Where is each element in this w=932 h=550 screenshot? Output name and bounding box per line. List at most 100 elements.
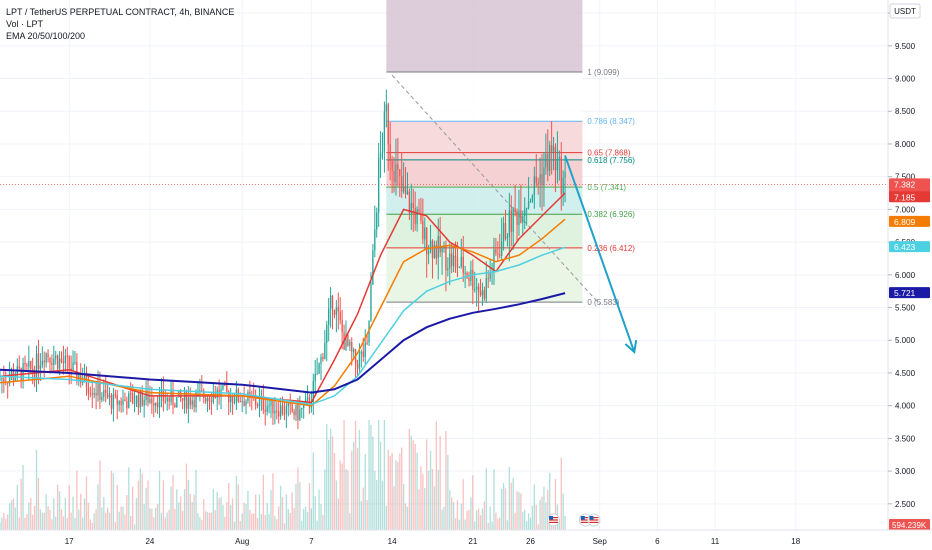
ema-indicator-label[interactable]: EMA 20/50/100/200 <box>6 31 86 41</box>
candle-body <box>541 174 543 186</box>
fib-zone <box>386 214 583 248</box>
volume-bar <box>287 509 289 530</box>
candle-body <box>130 393 132 395</box>
us-flag-event-icon[interactable] <box>587 513 601 527</box>
volume-bar <box>116 484 118 530</box>
volume-bar <box>341 463 343 530</box>
candle-body <box>70 368 72 371</box>
volume-bar <box>356 448 359 530</box>
candle-body <box>477 286 480 292</box>
candle-body <box>208 397 211 401</box>
volume-bar <box>504 488 507 530</box>
candle-body <box>395 164 397 183</box>
candle-body <box>416 209 418 225</box>
volume-bar <box>295 483 297 530</box>
volume-bar <box>399 453 401 530</box>
time-axis-tick-label: 24 <box>145 537 154 546</box>
volume-bar <box>289 512 291 530</box>
candle-body <box>58 358 61 369</box>
price-axis-tick-label: 2.500 <box>895 500 916 509</box>
volume-bar <box>130 516 132 530</box>
candle-body <box>527 201 530 208</box>
price-label: 6.809 <box>894 217 916 227</box>
volume-bar <box>105 512 107 530</box>
volume-bar <box>351 450 353 530</box>
price-axis-tick-label: 4.500 <box>895 369 916 378</box>
volume-bar <box>543 486 545 530</box>
volume-bar <box>222 504 224 530</box>
volume-bar <box>303 508 305 530</box>
candle-body <box>168 397 170 402</box>
volume-bar <box>68 485 70 530</box>
volume-bar <box>276 519 278 530</box>
volume-bar <box>324 469 326 530</box>
volume-bar <box>251 513 253 530</box>
volume-bar <box>201 519 203 530</box>
candle-body <box>408 191 411 214</box>
candle-body <box>89 393 92 395</box>
symbol-title[interactable]: LPT / TetherUS PERPETUAL CONTRACT, 4h, B… <box>6 7 235 17</box>
candle-body <box>474 289 476 291</box>
candle-body <box>445 245 447 271</box>
time-axis-tick-label: Aug <box>235 537 249 546</box>
volume-bar <box>180 496 182 530</box>
volume-bar <box>545 502 547 530</box>
volume-bar <box>364 454 366 530</box>
volume-bar <box>237 484 240 530</box>
candle-body <box>81 381 84 383</box>
candle-body <box>458 266 461 268</box>
candle-body <box>481 290 484 296</box>
volume-bar <box>195 469 197 530</box>
candle-body <box>297 404 299 420</box>
volume-bar <box>466 511 468 530</box>
volume-bar <box>458 519 461 530</box>
volume-bar <box>1 517 3 530</box>
candle-body <box>64 355 67 363</box>
candle-body <box>339 311 341 321</box>
us-flag-event-icon[interactable] <box>547 513 561 527</box>
volume-bar <box>500 488 503 530</box>
candle-body <box>276 410 278 412</box>
candle-body <box>270 398 272 406</box>
candle-body <box>228 391 230 403</box>
price-axis-tick-label: 8.000 <box>895 140 916 149</box>
volume-bar <box>406 506 409 530</box>
volume-bar <box>7 514 9 530</box>
volume-bar <box>247 491 249 530</box>
volume-bar <box>306 512 309 530</box>
candle-body <box>39 365 42 369</box>
volume-bar <box>178 502 180 530</box>
candle-body <box>258 399 261 407</box>
volume-bar <box>197 512 199 530</box>
candle-body <box>550 144 553 152</box>
volume-bar <box>301 520 303 530</box>
candle-body <box>316 373 318 375</box>
fib-trend-line <box>391 74 601 305</box>
volume-bar <box>347 470 349 530</box>
candle-body <box>153 403 155 406</box>
candle-body <box>279 405 282 417</box>
candle-body <box>456 257 459 268</box>
volume-bar <box>481 508 484 530</box>
volume-bar <box>110 470 113 530</box>
candle-body <box>427 250 430 255</box>
candle-body <box>116 394 118 405</box>
volume-bar <box>522 511 524 530</box>
candle-body <box>301 408 303 410</box>
volume-bar <box>120 506 122 530</box>
fib-level-label: 0 (5.583) <box>587 298 619 307</box>
candle-body <box>418 209 420 213</box>
candle-body <box>543 167 545 186</box>
volume-bar <box>454 518 457 530</box>
volume-bar <box>10 500 13 530</box>
volume-bar <box>433 486 436 530</box>
candle-body <box>391 161 393 171</box>
volume-bar <box>345 469 347 530</box>
candle-body <box>231 396 234 403</box>
volume-bar <box>249 509 251 530</box>
volume-indicator-label[interactable]: Vol · LPT <box>6 19 44 29</box>
ema-20-line <box>0 192 566 404</box>
currency-badge[interactable] <box>889 3 921 19</box>
volume-bar <box>204 511 207 530</box>
